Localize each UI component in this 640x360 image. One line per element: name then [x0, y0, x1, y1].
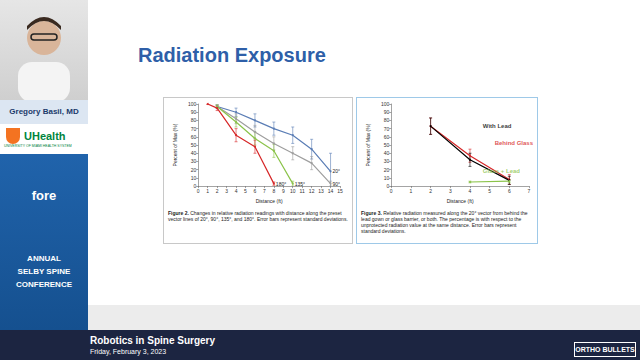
- svg-text:40: 40: [191, 150, 197, 156]
- svg-text:80: 80: [384, 117, 390, 123]
- html-text:Radiation Exposure: Radiation Exposure: [138, 44, 326, 66]
- svg-text:30: 30: [191, 158, 197, 164]
- svg-text:180°: 180°: [276, 181, 286, 187]
- svg-text:100: 100: [188, 101, 197, 107]
- svg-text:8: 8: [272, 188, 275, 194]
- svg-text:90°: 90°: [333, 181, 341, 187]
- svg-text:20: 20: [191, 167, 197, 173]
- svg-text:7: 7: [528, 188, 531, 194]
- svg-text:20°: 20°: [333, 168, 341, 174]
- html-text:ANNUAL: ANNUAL: [27, 254, 61, 263]
- svg-text:0: 0: [197, 188, 200, 194]
- svg-text:90: 90: [191, 109, 197, 115]
- svg-text:0: 0: [390, 188, 393, 194]
- svg-text:2: 2: [216, 188, 219, 194]
- svg-text:Distance (ft): Distance (ft): [447, 198, 474, 204]
- html-text:Friday, February 3, 2023: Friday, February 3, 2023: [90, 348, 167, 355]
- html-text:fore: fore: [31, 188, 57, 203]
- svg-text:50: 50: [191, 142, 197, 148]
- svg-text:4: 4: [235, 188, 238, 194]
- svg-text:Distance (ft): Distance (ft): [256, 198, 283, 204]
- svg-text:10: 10: [191, 175, 197, 181]
- svg-text:With Lead: With Lead: [483, 123, 512, 129]
- svg-text:5: 5: [244, 188, 247, 194]
- html-text:Robotics in Spine Surgery: Robotics in Spine Surgery: [90, 335, 215, 346]
- svg-text:11: 11: [300, 188, 305, 194]
- svg-text:6: 6: [254, 188, 257, 194]
- svg-text:60: 60: [384, 134, 390, 140]
- html-text:SELBY SPINE: SELBY SPINE: [17, 267, 71, 276]
- svg-text:1: 1: [410, 188, 413, 194]
- svg-text:2: 2: [429, 188, 432, 194]
- svg-text:50: 50: [384, 142, 390, 148]
- svg-text:15: 15: [337, 188, 343, 194]
- svg-text:20: 20: [384, 167, 390, 173]
- svg-text:7: 7: [263, 188, 266, 194]
- svg-text:135°: 135°: [295, 181, 305, 187]
- html-text:Figure 2. Changes in relative: Figure 2. Changes in relative radiation …: [168, 210, 348, 222]
- svg-text:5: 5: [488, 188, 491, 194]
- html-text:Figure 3. Relative radiation m: Figure 3. Relative radiation measured al…: [361, 210, 528, 234]
- svg-text:13: 13: [318, 188, 324, 194]
- svg-text:90: 90: [384, 109, 390, 115]
- svg-text:12: 12: [309, 188, 315, 194]
- html-text:UNIVERSITY OF MIAMI HEALTH SYS: UNIVERSITY OF MIAMI HEALTH SYSTEM: [4, 144, 72, 148]
- svg-text:60: 60: [191, 134, 197, 140]
- svg-text:10: 10: [384, 175, 390, 181]
- html-text:Gregory Basil, MD: Gregory Basil, MD: [9, 107, 79, 116]
- svg-text:3: 3: [449, 188, 452, 194]
- html-text:UHealth: UHealth: [24, 130, 66, 142]
- svg-text:3: 3: [225, 188, 228, 194]
- html-text:ORTHO BULLETS: ORTHO BULLETS: [575, 346, 635, 353]
- svg-text:Behind Glass: Behind Glass: [495, 140, 534, 146]
- svg-text:0: 0: [193, 183, 197, 190]
- svg-text:100: 100: [381, 101, 390, 107]
- svg-text:9: 9: [282, 188, 285, 194]
- svg-text:1: 1: [206, 188, 209, 194]
- svg-text:Percent of Max (%): Percent of Max (%): [365, 123, 371, 166]
- svg-text:6: 6: [508, 188, 511, 194]
- html-text:CONFERENCE: CONFERENCE: [16, 280, 72, 289]
- svg-text:40: 40: [384, 150, 390, 156]
- svg-text:70: 70: [384, 126, 390, 132]
- svg-text:10: 10: [290, 188, 296, 194]
- svg-text:Percent of Max (%): Percent of Max (%): [172, 123, 178, 166]
- svg-text:30: 30: [384, 158, 390, 164]
- svg-text:4: 4: [469, 188, 472, 194]
- svg-text:70: 70: [191, 126, 197, 132]
- svg-text:14: 14: [328, 188, 334, 194]
- svg-text:0: 0: [386, 183, 390, 190]
- svg-text:Glass + Lead: Glass + Lead: [483, 168, 521, 174]
- svg-text:80: 80: [191, 117, 197, 123]
